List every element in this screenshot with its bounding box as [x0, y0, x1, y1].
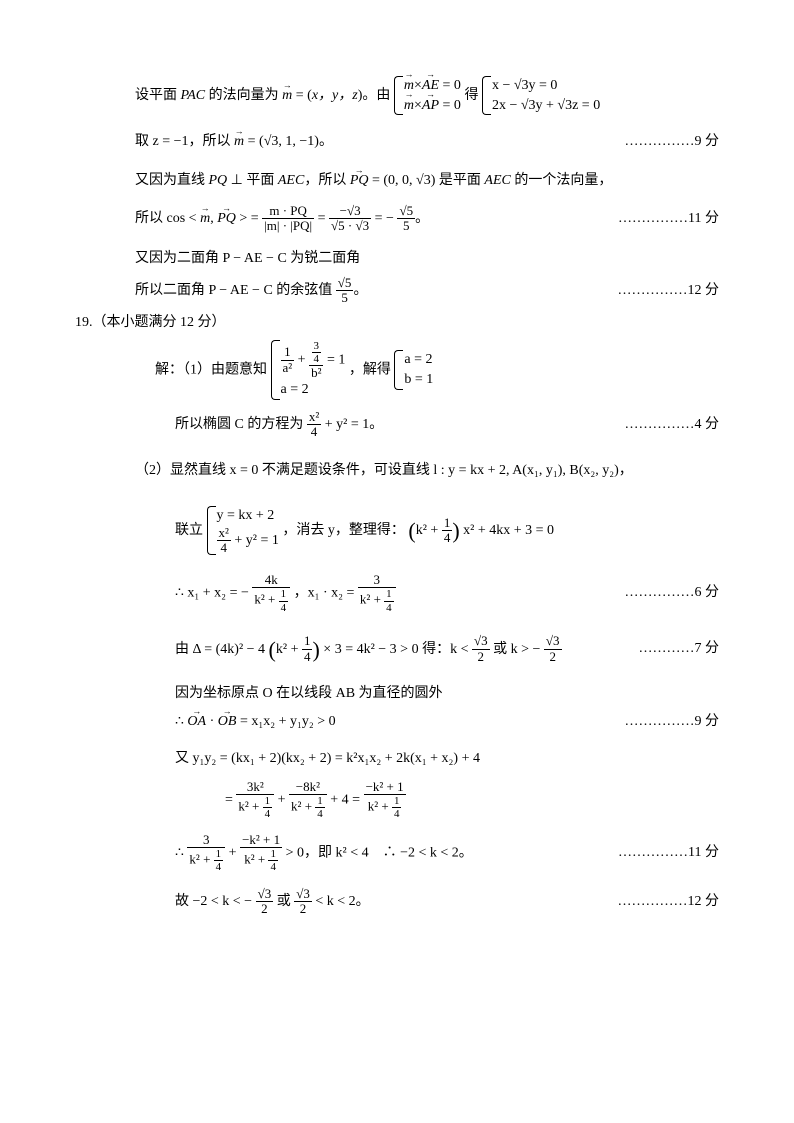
score-12b: ……………12 分	[618, 891, 720, 913]
line-normal-vector: 设平面 PAC 的法向量为 m = (x，y，z)。由 m×AE = 0 m×A…	[135, 76, 719, 115]
line-vieta: ∴ x₁ + x₂ = − 4kk² + 14 ，x₁ · x₂ = 3k² +…	[175, 573, 719, 613]
score-12a: ……………12 分	[618, 280, 720, 302]
line-pq-perp: 又因为直线 PQ ⊥ 平面 AEC，所以 PQ = (0, 0, √3) 是平面…	[135, 170, 719, 192]
line-oa-ob: ∴ OA · OB = x₁x₂ + y₁y₂ > 0 ……………9 分	[175, 711, 719, 733]
score-9b: ……………9 分	[625, 711, 720, 733]
line-y1y2-expand: = 3k²k² + 14 + −8k²k² + 14 + 4 = −k² + 1…	[225, 780, 719, 820]
q19-header: 19.（本小题满分 12 分）	[75, 312, 719, 334]
score-9a: ……………9 分	[625, 131, 720, 153]
line-cos-value: 所以二面角 P − AE − C 的余弦值 √55。 ……………12 分	[135, 276, 719, 306]
line-inequality: ∴ 3k² + 14 + −k² + 1k² + 14 > 0，即 k² < 4…	[175, 833, 719, 873]
score-6: ……………6 分	[625, 582, 720, 604]
line-y1y2: 又 y₁y₂ = (kx₁ + 2)(kx₂ + 2) = k²x₁x₂ + 2…	[175, 748, 719, 770]
line-q19-1: 解：（1）由题意知 1a² + 34b² = 1 a = 2 ，解得 a = 2…	[155, 340, 719, 400]
line-take-z: 取 z = −1，所以 m = (√3, 1, −1)。 ……………9 分	[135, 131, 719, 153]
line-origin-outside: 因为坐标原点 O 在以线段 AB 为直径的圆外	[175, 683, 719, 705]
line-final: 故 −2 < k < − √32 或 √32 < k < 2。 ……………12 …	[175, 887, 719, 917]
line-cos: 所以 cos < m, PQ > = m · PQ|m| · |PQ| = −√…	[135, 204, 719, 234]
score-4: ……………4 分	[625, 414, 720, 436]
score-11a: ……………11 分	[618, 208, 719, 230]
line-system: 联立 y = kx + 2 x²4 + y² = 1 ，消去 y，整理得： (k…	[175, 506, 719, 555]
line-ellipse-eq: 所以椭圆 C 的方程为 x²4 + y² = 1。 ……………4 分	[175, 410, 719, 440]
line-delta: 由 Δ = (4k)² − 4 (k² + 14) × 3 = 4k² − 3 …	[175, 632, 719, 667]
score-7: …………7 分	[639, 638, 720, 660]
line-q19-2: （2）显然直线 x = 0 不满足题设条件，可设直线 l : y = kx + …	[135, 460, 719, 482]
line-acute: 又因为二面角 P − AE − C 为锐二面角	[135, 248, 719, 270]
score-11b: ……………11 分	[618, 842, 719, 864]
